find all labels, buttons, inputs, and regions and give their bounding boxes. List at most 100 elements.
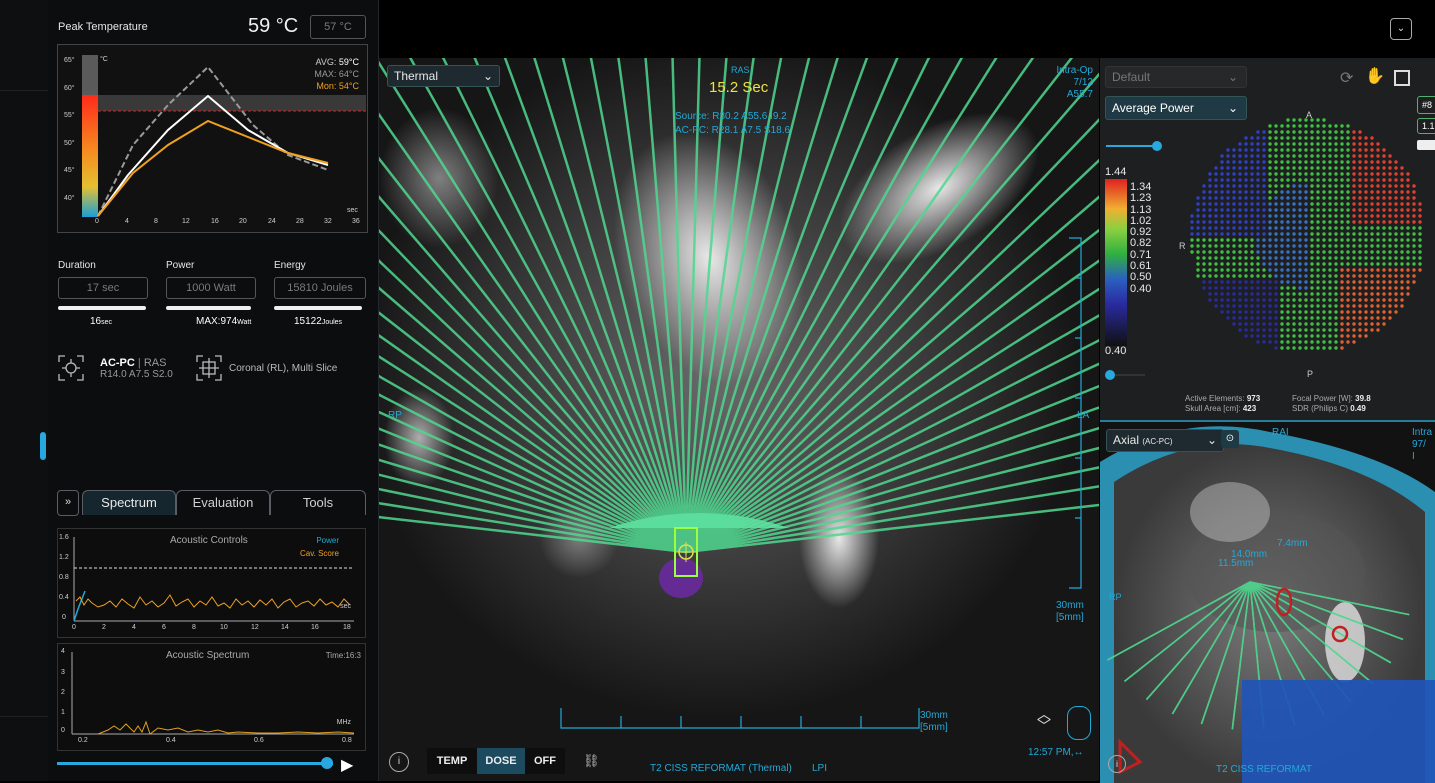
beam-line (684, 58, 728, 553)
upper-threshold-thumb[interactable] (1152, 141, 1162, 151)
slice-nav-arrows-icon[interactable]: ︿ ﹀ (1037, 706, 1051, 734)
transducer-element (1304, 142, 1308, 146)
transducer-element (1292, 316, 1296, 320)
spectrum-line (97, 720, 355, 735)
transducer-element (1412, 196, 1416, 200)
transducer-element (1274, 202, 1278, 206)
transducer-element (1268, 244, 1272, 248)
tab-spectrum[interactable]: Spectrum (82, 490, 176, 515)
collapse-chevron-icon[interactable]: » (57, 490, 79, 516)
overlay-mode-dropdown[interactable]: Thermal ⌄ (387, 65, 500, 87)
transducer-element (1316, 220, 1320, 224)
transducer-element (1226, 220, 1230, 224)
vertical-scale-bar (1069, 237, 1082, 589)
transducer-element (1298, 142, 1302, 146)
multi-slice-icon[interactable] (196, 355, 222, 381)
transducer-element (1340, 310, 1344, 314)
transducer-element (1340, 136, 1344, 140)
transducer-element (1250, 322, 1254, 326)
transducer-element (1244, 160, 1248, 164)
transducer-element (1298, 304, 1302, 308)
transducer-element (1328, 130, 1332, 134)
transducer-element (1310, 268, 1314, 272)
refresh-icon[interactable]: ⟳ (1340, 70, 1354, 87)
transducer-element (1286, 130, 1290, 134)
transducer-element (1340, 316, 1344, 320)
target-temp-input[interactable]: 57 °C (310, 15, 366, 39)
hand-pan-icon[interactable]: ✋ (1365, 68, 1385, 85)
transducer-element (1382, 160, 1386, 164)
energy-input[interactable]: 15810 Joules (274, 277, 366, 299)
transducer-element (1382, 322, 1386, 326)
transducer-element (1244, 172, 1248, 176)
playback-slider-thumb[interactable] (321, 757, 333, 769)
transducer-element (1238, 178, 1242, 182)
panel-toggle-handle[interactable] (40, 432, 46, 460)
transducer-element (1304, 232, 1308, 236)
transducer-element (1352, 202, 1356, 206)
info-icon[interactable]: i (389, 752, 409, 772)
transducer-element (1358, 226, 1362, 230)
off-button[interactable]: OFF (534, 755, 556, 767)
transducer-element (1346, 130, 1350, 134)
transducer-element (1262, 334, 1266, 338)
transducer-element (1310, 298, 1314, 302)
transducer-element (1340, 340, 1344, 344)
transducer-element (1358, 280, 1362, 284)
play-icon[interactable]: ▶ (341, 757, 354, 774)
upper-threshold-slider[interactable] (1106, 145, 1160, 147)
transducer-element (1370, 316, 1374, 320)
power-input[interactable]: 1000 Watt (166, 277, 256, 299)
power-legend: Power (316, 536, 339, 545)
tab-evaluation[interactable]: Evaluation (176, 490, 270, 515)
orientation-rp: RP (388, 410, 402, 421)
view-orientation-dropdown[interactable]: Axial (AC-PC) ⌄ (1106, 429, 1224, 452)
axial-info-icon[interactable]: i (1108, 755, 1126, 773)
transducer-element (1418, 250, 1422, 254)
link-icon[interactable]: ⛓ (583, 753, 600, 768)
transducer-element (1394, 298, 1398, 302)
transducer-element (1328, 226, 1332, 230)
transducer-element (1286, 256, 1290, 260)
transducer-element (1334, 316, 1338, 320)
transducer-element (1322, 130, 1326, 134)
beam-line (379, 195, 687, 553)
lower-threshold-slider[interactable] (1115, 374, 1145, 376)
dose-button[interactable]: DOSE (477, 748, 525, 774)
duration-input[interactable]: 17 sec (58, 277, 148, 299)
axial-orientation-rai: RAI (1272, 427, 1289, 438)
axial-viewport[interactable]: Axial (AC-PC) ⌄ ⊙ RAI Intra 97/I 14.0mm 11… (1100, 420, 1435, 783)
transducer-element (1256, 130, 1260, 134)
transducer-element (1346, 202, 1350, 206)
window-icon[interactable] (1394, 70, 1410, 86)
tab-tools[interactable]: Tools (270, 490, 366, 515)
transducer-element (1256, 208, 1260, 212)
target-crosshair-icon[interactable] (58, 355, 84, 381)
head-orientation-icon[interactable] (1067, 706, 1091, 740)
transducer-element (1286, 274, 1290, 278)
transducer-element (1382, 250, 1386, 254)
transducer-element (1220, 238, 1224, 242)
expand-menu-chevron-icon[interactable]: ⌄ (1390, 18, 1412, 40)
thermal-viewport[interactable]: Thermal ⌄ RAS 15.2 Sec Source: R30.2 A55.… (379, 58, 1099, 781)
lower-threshold-thumb[interactable] (1105, 370, 1115, 380)
orientation-r: R (1179, 241, 1186, 251)
temp-button[interactable]: TEMP (436, 755, 468, 767)
transducer-element (1196, 202, 1200, 206)
transducer-element (1322, 256, 1326, 260)
spectrum-title: Acoustic Spectrum (166, 650, 250, 661)
playback-slider-track[interactable] (57, 762, 333, 765)
transducer-element (1226, 286, 1230, 290)
view-settings-icon[interactable]: ⊙ (1221, 430, 1239, 448)
transducer-element (1292, 142, 1296, 146)
transducer-element (1262, 202, 1266, 206)
display-mode-dropdown[interactable]: Average Power ⌄ (1105, 96, 1247, 120)
transducer-element (1352, 328, 1356, 332)
transducer-element (1292, 346, 1296, 350)
beam-line (685, 406, 1099, 554)
transducer-element (1244, 214, 1248, 218)
preset-dropdown[interactable]: Default ⌄ (1105, 66, 1247, 88)
transducer-element (1244, 178, 1248, 182)
transducer-element (1406, 232, 1410, 236)
transducer-element (1202, 250, 1206, 254)
